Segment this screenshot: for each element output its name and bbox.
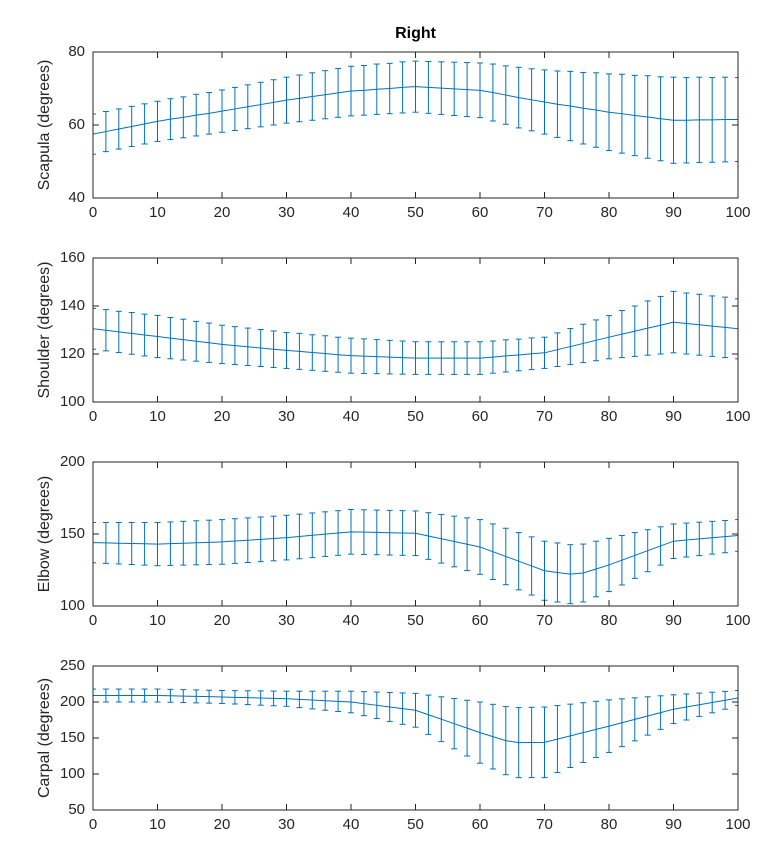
x-tick-label: 60 (472, 816, 489, 833)
mean-line (93, 86, 738, 135)
plot-area (93, 688, 738, 779)
x-tick-label: 20 (214, 816, 231, 833)
x-tick-label: 60 (472, 408, 489, 425)
x-tick-label: 40 (343, 612, 360, 629)
x-tick-label: 90 (665, 408, 682, 425)
y-tick-label: 100 (60, 765, 85, 782)
x-tick-label: 70 (536, 408, 553, 425)
y-tick-label: 200 (60, 453, 85, 470)
y-axis-label: Scapula (degrees) (36, 60, 53, 191)
x-tick-label: 50 (407, 612, 424, 629)
subplot: 0 10 20 30 40 50 60 70 80 90 100 100 150 200 Elbow (de… (36, 453, 750, 629)
y-tick-label: 140 (60, 297, 85, 314)
y-tick-label: 100 (60, 393, 85, 410)
x-tick-label: 90 (665, 612, 682, 629)
y-tick-label: 40 (68, 189, 85, 206)
x-tick-label: 30 (278, 612, 295, 629)
mean-line (93, 321, 738, 359)
x-tick-label: 90 (665, 816, 682, 833)
y-tick-label: 100 (60, 597, 85, 614)
x-tick-label: 30 (278, 204, 295, 221)
axes-background (93, 666, 738, 810)
x-tick-label: 90 (665, 204, 682, 221)
plot-area (93, 509, 738, 605)
y-tick-label: 120 (60, 345, 85, 362)
y-tick-label: 200 (60, 693, 85, 710)
subplot: 0 10 20 30 40 50 60 70 80 90 100 50 100 150 200 250 Carp… (36, 657, 750, 833)
y-tick-label: 50 (68, 801, 85, 818)
x-tick-label: 60 (472, 612, 489, 629)
x-tick-label: 30 (278, 408, 295, 425)
x-tick-label: 60 (472, 204, 489, 221)
x-tick-label: 70 (536, 204, 553, 221)
y-tick-label: 160 (60, 249, 85, 266)
axes-background (93, 258, 738, 402)
mean-line (93, 531, 738, 575)
x-tick-label: 30 (278, 816, 295, 833)
x-tick-label: 50 (407, 204, 424, 221)
x-tick-label: 20 (214, 408, 231, 425)
x-tick-label: 100 (725, 204, 750, 221)
y-axis-label: Carpal (degrees) (36, 678, 53, 798)
x-tick-label: 0 (89, 612, 97, 629)
plot-area (93, 60, 738, 164)
mean-line (93, 695, 738, 744)
x-tick-label: 80 (601, 204, 618, 221)
y-tick-label: 80 (68, 43, 85, 60)
x-tick-label: 40 (343, 408, 360, 425)
x-tick-label: 100 (725, 408, 750, 425)
x-tick-label: 10 (149, 816, 166, 833)
y-tick-label: 60 (68, 116, 85, 133)
y-axis-label: Elbow (degrees) (36, 476, 53, 593)
x-tick-label: 100 (725, 816, 750, 833)
x-tick-label: 40 (343, 816, 360, 833)
x-tick-label: 80 (601, 408, 618, 425)
x-tick-label: 20 (214, 204, 231, 221)
x-tick-label: 10 (149, 204, 166, 221)
x-tick-label: 0 (89, 204, 97, 221)
x-tick-label: 50 (407, 816, 424, 833)
x-tick-label: 100 (725, 612, 750, 629)
plot-area (93, 290, 738, 375)
x-tick-label: 80 (601, 612, 618, 629)
y-tick-label: 150 (60, 525, 85, 542)
subplot: 0 10 20 30 40 50 60 70 80 90 100 40 60 80 Scapula (deg… (36, 25, 750, 221)
x-tick-label: 10 (149, 612, 166, 629)
y-tick-label: 150 (60, 729, 85, 746)
x-tick-label: 50 (407, 408, 424, 425)
chart-title: Right (395, 25, 437, 42)
y-tick-label: 250 (60, 657, 85, 674)
x-tick-label: 10 (149, 408, 166, 425)
x-tick-label: 70 (536, 816, 553, 833)
y-axis-label: Shoulder (degrees) (36, 262, 53, 399)
x-tick-label: 0 (89, 816, 97, 833)
x-tick-label: 0 (89, 408, 97, 425)
x-tick-label: 40 (343, 204, 360, 221)
x-tick-label: 80 (601, 816, 618, 833)
x-tick-label: 70 (536, 612, 553, 629)
x-tick-label: 20 (214, 612, 231, 629)
subplot: 0 10 20 30 40 50 60 70 80 90 100 100 120 140 160 Should… (36, 249, 750, 425)
